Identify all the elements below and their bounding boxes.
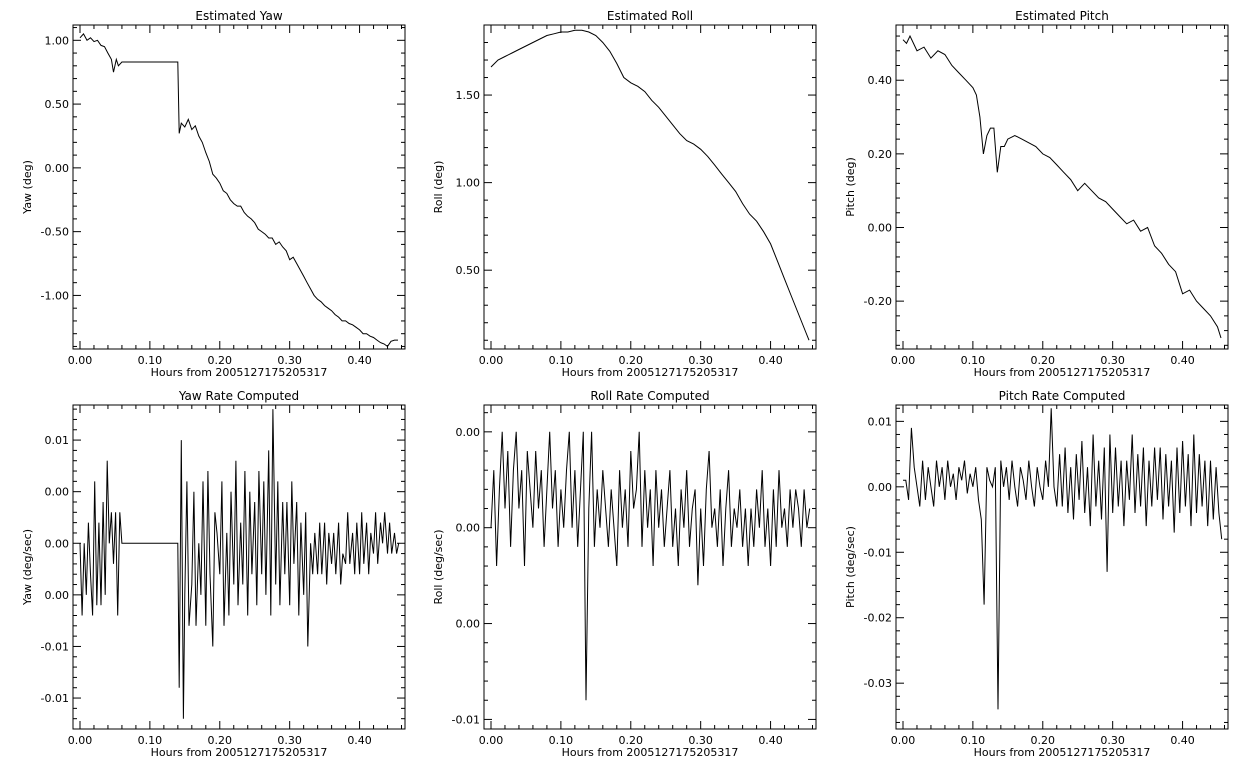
pitch-rate-computed-y-axis-label: Pitch (deg/sec) [844, 526, 857, 608]
estimated-yaw-y-tick-label: 0.50 [45, 98, 70, 111]
roll-rate-computed-y-axis-label: Roll (deg/sec) [432, 529, 445, 604]
yaw-rate-computed-x-tick-label: 0.00 [68, 734, 93, 747]
roll-rate-computed-title: Roll Rate Computed [590, 389, 709, 403]
estimated-roll-x-tick-label: 0.00 [479, 354, 504, 367]
yaw-rate-computed-plot-frame [72, 404, 406, 730]
estimated-roll-plot-frame [483, 24, 817, 350]
estimated-yaw-title: Estimated Yaw [195, 9, 282, 23]
estimated-roll-x-tick-label: 0.10 [549, 354, 574, 367]
yaw-rate-computed-title: Yaw Rate Computed [178, 389, 299, 403]
estimated-pitch-x-tick-label: 0.40 [1170, 354, 1195, 367]
pitch-rate-computed-title: Pitch Rate Computed [999, 389, 1126, 403]
estimated-yaw-x-tick-label: 0.20 [208, 354, 233, 367]
estimated-pitch-title: Estimated Pitch [1015, 9, 1109, 23]
yaw-rate-computed-y-tick-label: 0.00 [45, 486, 70, 499]
estimated-roll-y-tick-label: 1.00 [456, 177, 481, 190]
estimated-roll-x-tick-label: 0.20 [619, 354, 644, 367]
estimated-roll-x-tick-label: 0.30 [688, 354, 713, 367]
estimated-yaw-series-line [79, 33, 398, 348]
estimated-yaw-x-tick-label: 0.00 [68, 354, 93, 367]
estimated-yaw-x-tick-label: 0.40 [347, 354, 372, 367]
roll-rate-computed-y-tick-label: 0.00 [456, 618, 481, 631]
roll-rate-computed-y-tick-label: 0.00 [456, 522, 481, 535]
estimated-yaw-plot-frame [72, 24, 406, 350]
estimated-pitch-x-tick-label: 0.00 [891, 354, 916, 367]
pitch-rate-computed-x-tick-label: 0.30 [1100, 734, 1125, 747]
estimated-yaw-x-tick-label: 0.10 [138, 354, 163, 367]
estimated-yaw-panel: Estimated Yaw 0.00 0.10 0.20 0.30 0.40 1.00 0.5… [21, 9, 406, 379]
roll-rate-computed-plot-frame [483, 404, 817, 730]
roll-rate-computed-x-tick-label: 0.10 [549, 734, 574, 747]
pitch-rate-computed-y-tick-label: 0.01 [868, 415, 893, 428]
yaw-rate-computed-y-tick-label: 0.00 [45, 537, 70, 550]
estimated-pitch-y-tick-label: -0.20 [864, 295, 892, 308]
roll-rate-computed-y-tick-label: 0.00 [456, 426, 481, 439]
estimated-pitch-y-tick-label: 0.40 [868, 74, 893, 87]
yaw-rate-computed-x-axis-label: Hours from 2005127175205317 [151, 746, 328, 759]
estimated-pitch-panel: Estimated Pitch 0.00 0.10 0.20 0.30 0.40 0.40 0… [844, 9, 1229, 379]
roll-rate-computed-panel: Roll Rate Computed 0.00 0.10 0.20 0.30 0.40 0.… [432, 389, 817, 759]
pitch-rate-computed-x-tick-label: 0.10 [961, 734, 986, 747]
estimated-roll-panel: Estimated Roll 0.00 0.10 0.20 0.30 0.40 1.50 1.… [432, 9, 817, 379]
yaw-rate-computed-x-tick-label: 0.30 [277, 734, 302, 747]
estimated-roll-y-tick-label: 0.50 [456, 264, 481, 277]
estimated-yaw-y-tick-label: -1.00 [41, 289, 69, 302]
estimated-pitch-x-tick-label: 0.30 [1100, 354, 1125, 367]
estimated-pitch-x-tick-label: 0.10 [961, 354, 986, 367]
estimated-yaw-x-axis-label: Hours from 2005127175205317 [151, 366, 328, 379]
estimated-roll-y-axis-label: Roll (deg) [432, 161, 445, 214]
estimated-roll-x-axis-label: Hours from 2005127175205317 [562, 366, 739, 379]
roll-rate-computed-x-tick-label: 0.30 [688, 734, 713, 747]
estimated-roll-series-line [490, 29, 810, 341]
estimated-yaw-y-axis-label: Yaw (deg) [21, 160, 34, 215]
estimated-pitch-y-axis-label: Pitch (deg) [844, 157, 857, 217]
pitch-rate-computed-x-tick-label: 0.20 [1031, 734, 1056, 747]
roll-rate-computed-series-line [490, 431, 811, 701]
pitch-rate-computed-y-tick-label: -0.03 [864, 677, 892, 690]
estimated-pitch-y-tick-label: 0.00 [868, 222, 893, 235]
pitch-rate-computed-y-tick-label: -0.02 [864, 612, 892, 625]
roll-rate-computed-x-axis-label: Hours from 2005127175205317 [562, 746, 739, 759]
estimated-pitch-series-line [902, 34, 1222, 339]
yaw-rate-computed-series-line [79, 409, 400, 719]
yaw-rate-computed-y-tick-label: 0.00 [45, 589, 70, 602]
estimated-pitch-x-axis-label: Hours from 2005127175205317 [974, 366, 1151, 379]
estimated-pitch-y-tick-label: 0.20 [868, 148, 893, 161]
estimated-yaw-y-tick-label: 1.00 [45, 34, 70, 47]
roll-rate-computed-y-tick-label: -0.01 [452, 713, 480, 726]
estimated-pitch-x-tick-label: 0.20 [1031, 354, 1056, 367]
pitch-rate-computed-x-tick-label: 0.40 [1170, 734, 1195, 747]
estimated-yaw-x-tick-label: 0.30 [277, 354, 302, 367]
yaw-rate-computed-x-tick-label: 0.40 [347, 734, 372, 747]
yaw-rate-computed-y-tick-label: -0.01 [41, 640, 69, 653]
estimated-roll-title: Estimated Roll [607, 9, 693, 23]
pitch-rate-computed-y-tick-label: 0.00 [868, 481, 893, 494]
roll-rate-computed-x-tick-label: 0.40 [758, 734, 783, 747]
estimated-roll-x-tick-label: 0.40 [758, 354, 783, 367]
yaw-rate-computed-x-tick-label: 0.20 [208, 734, 233, 747]
pitch-rate-computed-x-axis-label: Hours from 2005127175205317 [974, 746, 1151, 759]
roll-rate-computed-x-tick-label: 0.20 [619, 734, 644, 747]
estimated-yaw-y-tick-label: 0.00 [45, 162, 70, 175]
pitch-rate-computed-y-tick-label: -0.01 [864, 546, 892, 559]
estimated-roll-y-tick-label: 1.50 [456, 89, 481, 102]
estimated-pitch-plot-frame [895, 24, 1229, 350]
pitch-rate-computed-plot-frame [895, 404, 1229, 730]
estimated-yaw-y-tick-label: -0.50 [41, 226, 69, 239]
roll-rate-computed-x-tick-label: 0.00 [479, 734, 504, 747]
yaw-rate-computed-y-tick-label: -0.01 [41, 692, 69, 705]
yaw-rate-computed-panel: Yaw Rate Computed 0.00 0.10 0.20 0.30 0.40 0.0… [21, 389, 406, 759]
yaw-rate-computed-y-axis-label: Yaw (deg/sec) [21, 529, 34, 606]
pitch-rate-computed-series-line [903, 408, 1223, 710]
yaw-rate-computed-x-tick-label: 0.10 [138, 734, 163, 747]
pitch-rate-computed-panel: Pitch Rate Computed 0.00 0.10 0.20 0.30 0.40 0… [844, 389, 1229, 759]
pitch-rate-computed-x-tick-label: 0.00 [891, 734, 916, 747]
yaw-rate-computed-y-tick-label: 0.01 [45, 434, 70, 447]
